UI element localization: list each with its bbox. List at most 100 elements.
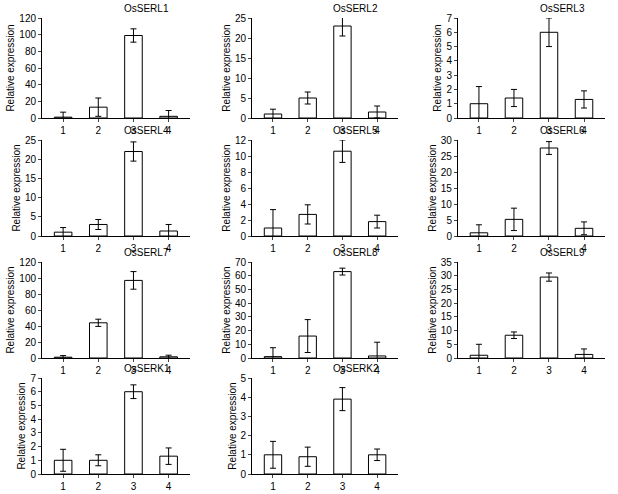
svg-text:3: 3: [131, 243, 137, 254]
svg-text:120: 120: [19, 13, 36, 24]
svg-text:OsSERL6: OsSERL6: [540, 125, 585, 136]
svg-text:120: 120: [19, 257, 36, 268]
svg-text:10: 10: [235, 73, 247, 84]
svg-text:1: 1: [60, 243, 66, 254]
svg-text:20: 20: [441, 167, 453, 178]
svg-text:0: 0: [241, 353, 247, 364]
svg-text:6: 6: [241, 183, 247, 194]
svg-text:0: 0: [30, 231, 36, 242]
svg-text:3: 3: [546, 243, 552, 254]
svg-text:80: 80: [25, 289, 37, 300]
svg-text:25: 25: [441, 284, 453, 295]
svg-text:Relative expression: Relative expression: [5, 266, 16, 353]
svg-text:Relative expression: Relative expression: [432, 24, 443, 111]
svg-text:4: 4: [374, 125, 380, 136]
svg-text:20: 20: [25, 337, 37, 348]
svg-text:4: 4: [374, 243, 380, 254]
svg-text:30: 30: [235, 311, 247, 322]
svg-text:OsSERL3: OsSERL3: [540, 3, 585, 14]
svg-text:4: 4: [30, 414, 36, 425]
svg-text:5: 5: [446, 41, 452, 52]
svg-text:3: 3: [131, 365, 137, 376]
svg-text:2: 2: [446, 84, 452, 95]
svg-text:2: 2: [305, 125, 311, 136]
svg-text:2: 2: [305, 481, 311, 492]
svg-text:0: 0: [241, 231, 247, 242]
svg-text:20: 20: [235, 325, 247, 336]
svg-text:0: 0: [241, 113, 247, 124]
svg-text:25: 25: [235, 13, 247, 24]
svg-text:50: 50: [235, 284, 247, 295]
svg-text:Relative expression: Relative expression: [16, 382, 27, 469]
svg-text:15: 15: [25, 173, 37, 184]
svg-text:0: 0: [30, 469, 36, 480]
svg-text:3: 3: [30, 427, 36, 438]
svg-text:Relative expression: Relative expression: [427, 144, 438, 231]
svg-text:30: 30: [441, 135, 453, 146]
svg-text:OsSERL9: OsSERL9: [540, 247, 585, 258]
svg-text:4: 4: [581, 125, 587, 136]
svg-text:7: 7: [446, 13, 452, 24]
svg-text:4: 4: [374, 481, 380, 492]
svg-text:2: 2: [96, 365, 102, 376]
svg-text:3: 3: [340, 481, 346, 492]
svg-text:80: 80: [25, 46, 37, 57]
svg-text:Relative expression: Relative expression: [221, 266, 232, 353]
svg-text:2: 2: [241, 215, 247, 226]
svg-text:Relative expression: Relative expression: [221, 24, 232, 111]
svg-text:15: 15: [441, 183, 453, 194]
svg-text:2: 2: [96, 125, 102, 136]
svg-text:6: 6: [30, 386, 36, 397]
svg-text:4: 4: [581, 365, 587, 376]
svg-text:1: 1: [270, 243, 276, 254]
svg-text:10: 10: [441, 325, 453, 336]
svg-text:3: 3: [446, 70, 452, 81]
svg-text:10: 10: [235, 151, 247, 162]
svg-text:40: 40: [25, 79, 37, 90]
svg-text:0: 0: [30, 353, 36, 364]
svg-text:15: 15: [441, 311, 453, 322]
svg-text:4: 4: [166, 243, 172, 254]
svg-text:2: 2: [511, 125, 517, 136]
svg-text:12: 12: [235, 135, 247, 146]
svg-text:3: 3: [241, 411, 247, 422]
svg-text:4: 4: [166, 481, 172, 492]
svg-text:20: 20: [25, 96, 37, 107]
svg-text:20: 20: [441, 298, 453, 309]
svg-text:15: 15: [235, 53, 247, 64]
svg-text:OsSERL4: OsSERL4: [124, 125, 169, 136]
svg-text:1: 1: [270, 481, 276, 492]
svg-text:3: 3: [340, 125, 346, 136]
svg-text:5: 5: [241, 373, 247, 384]
svg-text:0: 0: [446, 113, 452, 124]
svg-text:10: 10: [441, 199, 453, 210]
svg-text:5: 5: [30, 211, 36, 222]
svg-text:3: 3: [131, 481, 137, 492]
svg-text:5: 5: [241, 93, 247, 104]
svg-text:5: 5: [30, 400, 36, 411]
svg-text:0: 0: [30, 113, 36, 124]
svg-text:10: 10: [235, 339, 247, 350]
svg-text:60: 60: [25, 305, 37, 316]
svg-text:Relative expression: Relative expression: [227, 382, 238, 469]
svg-text:1: 1: [270, 365, 276, 376]
svg-text:2: 2: [96, 481, 102, 492]
svg-text:OsSERL5: OsSERL5: [333, 125, 378, 136]
svg-text:1: 1: [60, 481, 66, 492]
svg-text:1: 1: [446, 98, 452, 109]
svg-text:3: 3: [131, 125, 137, 136]
svg-text:40: 40: [25, 321, 37, 332]
svg-text:2: 2: [241, 430, 247, 441]
svg-text:0: 0: [446, 353, 452, 364]
svg-text:1: 1: [30, 455, 36, 466]
svg-text:0: 0: [241, 469, 247, 480]
svg-text:3: 3: [546, 125, 552, 136]
svg-text:2: 2: [511, 365, 517, 376]
svg-text:1: 1: [476, 365, 482, 376]
svg-text:OsSERL1: OsSERL1: [124, 3, 169, 14]
svg-text:Relative expression: Relative expression: [5, 24, 16, 111]
svg-text:2: 2: [305, 243, 311, 254]
svg-text:4: 4: [241, 392, 247, 403]
svg-text:3: 3: [340, 365, 346, 376]
svg-text:35: 35: [441, 257, 453, 268]
